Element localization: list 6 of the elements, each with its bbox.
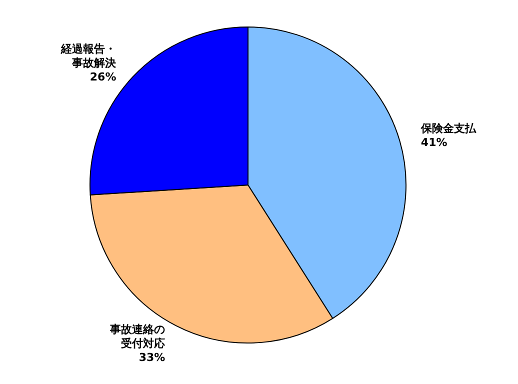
data-label: 41% xyxy=(420,136,448,149)
data-label: 33% xyxy=(138,351,166,364)
data-label: 26% xyxy=(90,70,116,84)
slice-label: 保険金支払 xyxy=(420,122,477,135)
slice-label: 経過報告・事故解決 xyxy=(60,42,118,70)
slice-label: 事故連絡の受付対応 xyxy=(109,323,166,350)
